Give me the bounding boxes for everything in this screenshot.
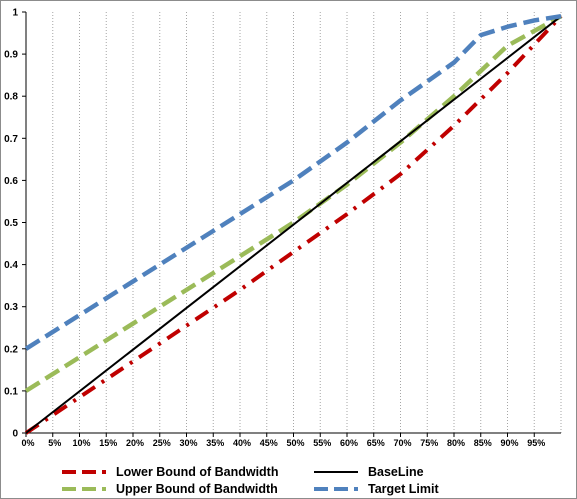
x-tick-label: 85%: [474, 438, 492, 448]
series-upper-bound: [24, 14, 563, 393]
y-tick-labels: 0 0.1 0.2 0.3 0.4 0.5 0.6 0.7 0.8 0.9 1: [4, 8, 26, 440]
legend-item-upper-bound: Upper Bound of Bandwidth: [60, 481, 278, 497]
x-tick-label: 45%: [260, 438, 278, 448]
y-tick-label: 0.5: [4, 218, 18, 229]
series-lower-bound: [24, 14, 563, 435]
x-tick-label: 50%: [286, 438, 304, 448]
x-tick-label: 5%: [48, 438, 61, 448]
x-tick-label: 90%: [500, 438, 518, 448]
series-target-limit: [24, 13, 562, 351]
x-tick-label: 95%: [527, 438, 545, 448]
legend: Lower Bound of Bandwidth Upper Bound of …: [0, 460, 577, 496]
legend-swatch-lower-bound: [62, 470, 106, 474]
legend-swatch-target-limit: [314, 487, 358, 491]
x-tick-label: 80%: [447, 438, 465, 448]
series-lines: [24, 13, 563, 435]
y-tick-label: 0.6: [4, 176, 18, 187]
x-tick-labels: 0% 5% 10% 15% 20% 25% 30% 35% 40% 45% 50% 55% 60% 65%…: [21, 433, 545, 448]
legend-swatch-baseline: [314, 471, 358, 473]
x-tick-label: 60%: [340, 438, 358, 448]
x-tick-label: 70%: [393, 438, 411, 448]
x-tick-label: 75%: [420, 438, 438, 448]
vertical-gridlines: [52, 12, 562, 433]
x-tick-label: 15%: [99, 438, 117, 448]
series-baseline: [25, 15, 562, 434]
x-tick-label: 25%: [153, 438, 171, 448]
y-tick-label: 0.9: [4, 50, 18, 61]
y-tick-label: 0.8: [4, 92, 18, 103]
legend-label-baseline: BaseLine: [368, 465, 424, 479]
y-tick-label: 0.2: [4, 344, 18, 355]
y-tick-label: 0.3: [4, 302, 18, 313]
legend-item-target-limit: Target Limit: [312, 481, 439, 497]
x-tick-label: 40%: [233, 438, 251, 448]
x-tick-label: 20%: [126, 438, 144, 448]
legend-label-lower-bound: Lower Bound of Bandwidth: [116, 465, 279, 479]
legend-item-baseline: BaseLine: [312, 464, 424, 480]
legend-swatch-upper-bound: [62, 487, 106, 491]
x-tick-label: 65%: [367, 438, 385, 448]
x-tick-label: 0%: [21, 438, 34, 448]
legend-label-target-limit: Target Limit: [368, 482, 439, 496]
y-tick-label: 0.1: [4, 386, 18, 397]
x-tick-label: 10%: [72, 438, 90, 448]
y-tick-label: 1: [12, 8, 18, 19]
x-tick-label: 30%: [179, 438, 197, 448]
y-tick-label: 0: [12, 429, 18, 440]
x-tick-label: 55%: [313, 438, 331, 448]
y-tick-label: 0.7: [4, 134, 18, 145]
legend-label-upper-bound: Upper Bound of Bandwidth: [116, 482, 278, 496]
legend-item-lower-bound: Lower Bound of Bandwidth: [60, 464, 278, 480]
x-tick-label: 35%: [206, 438, 224, 448]
y-tick-label: 0.4: [4, 260, 18, 271]
